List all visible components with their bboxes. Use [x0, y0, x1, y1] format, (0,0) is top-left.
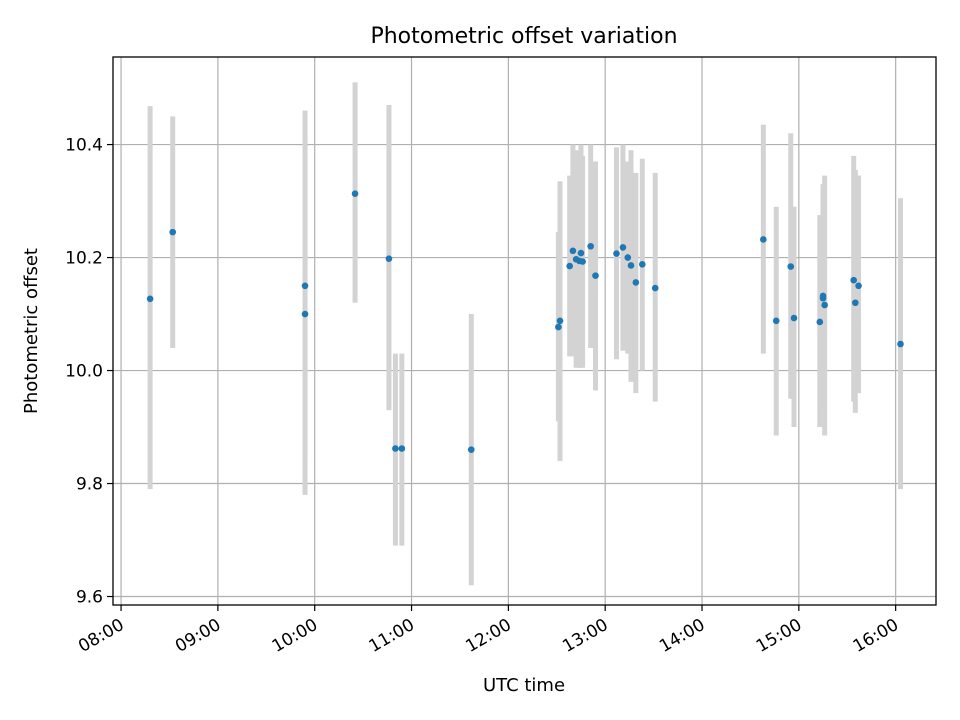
- data-point: [385, 255, 393, 262]
- y-tick-label: 10.0: [65, 362, 103, 382]
- data-point: [566, 262, 573, 270]
- x-axis-label: UTC time: [483, 675, 565, 696]
- chart-title: Photometric offset variation: [370, 24, 677, 49]
- x-tick-label: 14:00: [656, 615, 708, 657]
- data-point: [619, 244, 627, 251]
- data-point: [772, 317, 780, 325]
- data-point: [579, 258, 586, 265]
- x-tick-label: 11:00: [366, 615, 418, 657]
- data-point: [587, 242, 594, 250]
- data-point: [398, 445, 406, 452]
- x-tick-label: 13:00: [559, 615, 611, 657]
- data-point: [790, 314, 798, 322]
- data-points: [146, 190, 904, 453]
- data-point: [855, 282, 862, 290]
- data-point: [651, 284, 659, 292]
- data-point: [577, 249, 585, 257]
- x-tick-label: 16:00: [850, 615, 902, 657]
- error-bars: [147, 82, 903, 586]
- y-tick-label: 9.8: [76, 475, 103, 495]
- data-point: [632, 279, 640, 286]
- data-point: [351, 190, 359, 198]
- data-point: [613, 250, 620, 257]
- y-axis-label: Photometric offset: [21, 248, 42, 414]
- x-tick-label: 08:00: [75, 615, 127, 657]
- data-point: [850, 276, 857, 284]
- data-point: [819, 292, 827, 300]
- data-point: [852, 299, 859, 307]
- x-tick-label: 10:00: [269, 615, 321, 657]
- x-axis-ticks: 08:00 09:00 10:00 11:00 12:00 13:00 14:00 15:00…: [75, 605, 902, 657]
- plot-frame: [112, 56, 937, 606]
- data-point: [821, 301, 828, 309]
- data-point: [146, 295, 154, 303]
- data-point: [639, 261, 646, 268]
- data-point: [569, 247, 577, 255]
- y-tick-label: 10.2: [65, 249, 103, 269]
- data-point: [787, 263, 795, 270]
- data-point: [627, 262, 635, 269]
- data-point: [301, 282, 309, 290]
- data-point: [392, 445, 399, 452]
- x-tick-label: 09:00: [172, 615, 224, 657]
- data-point: [624, 254, 632, 261]
- data-point: [555, 323, 562, 331]
- x-tick-label: 15:00: [753, 615, 805, 657]
- data-point: [897, 340, 904, 348]
- data-point: [816, 318, 824, 326]
- y-tick-label: 10.4: [65, 136, 103, 156]
- y-axis-ticks: 9.6 9.8 10.0 10.2 10.4: [65, 136, 113, 608]
- data-point: [467, 446, 475, 453]
- data-point: [592, 272, 599, 279]
- y-tick-label: 9.6: [76, 588, 103, 608]
- data-point: [169, 228, 177, 236]
- grid: [113, 57, 936, 605]
- data-point: [556, 317, 564, 325]
- data-point: [301, 310, 309, 318]
- x-tick-label: 12:00: [462, 615, 514, 657]
- data-point: [760, 236, 767, 243]
